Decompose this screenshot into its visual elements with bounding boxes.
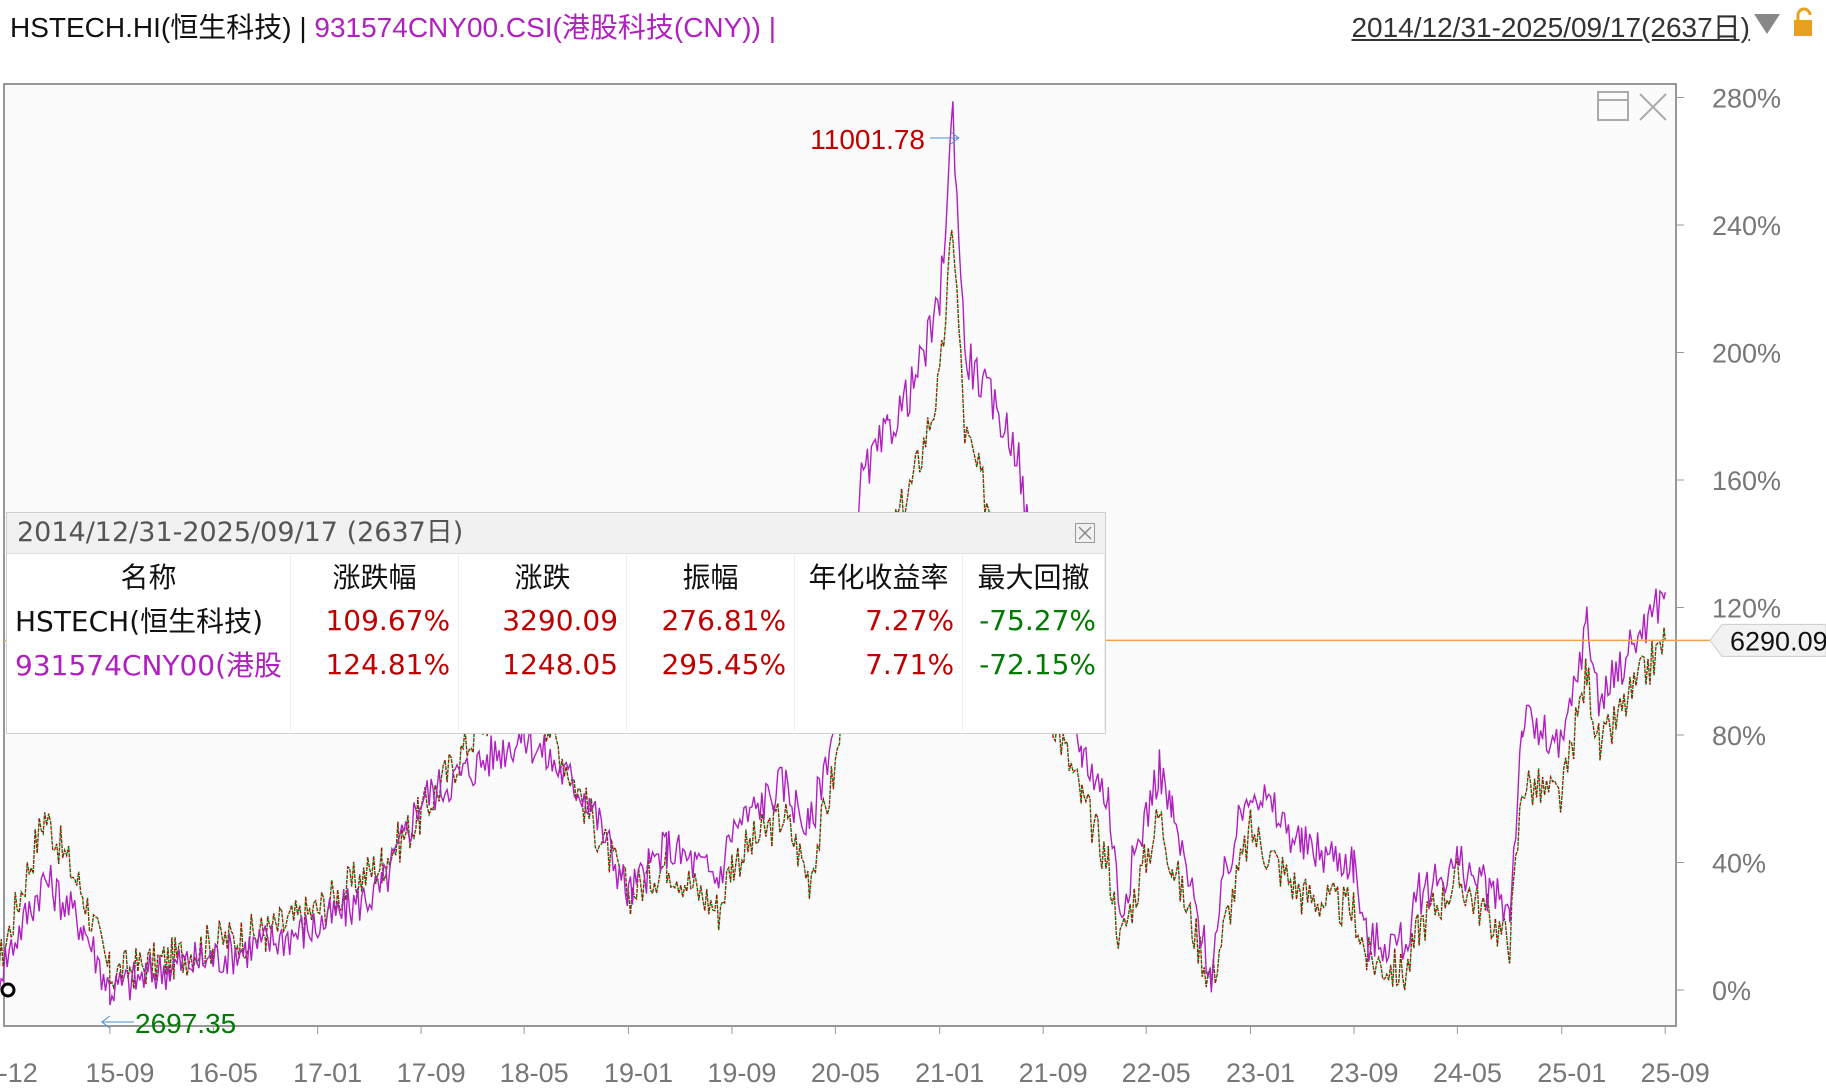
- x-tick-label: 15-09: [85, 1058, 154, 1088]
- y-tick-label: 240%: [1712, 211, 1781, 241]
- date-range-selector[interactable]: 2014/12/31-2025/09/17(2637日): [1351, 6, 1750, 46]
- x-tick-label: 21-09: [1019, 1058, 1088, 1088]
- x-tick-label: 16-05: [189, 1058, 258, 1088]
- min-arrow-head: [101, 1015, 111, 1029]
- chart-header: HSTECH.HI(恒生科技) | 931574CNY00.CSI(港股科技(C…: [10, 6, 776, 46]
- stats-close-icon[interactable]: [1075, 523, 1095, 543]
- x-tick-label: 14-12: [0, 1058, 38, 1088]
- col-header-amplitude: 振幅: [626, 554, 796, 598]
- start-marker-icon[interactable]: [0, 982, 16, 998]
- stats-amplitude: 276.81%: [626, 598, 796, 642]
- x-tick-label: 19-09: [707, 1058, 776, 1088]
- x-tick-label: 23-01: [1226, 1058, 1295, 1088]
- series2-label[interactable]: 931574CNY00.CSI(港股科技(CNY)): [314, 12, 761, 43]
- stats-row[interactable]: 931574CNY00(港股 124.81% 1248.05 295.45% 7…: [7, 642, 1105, 686]
- stats-change: 1248.05: [458, 642, 628, 686]
- lock-icon[interactable]: [1794, 7, 1812, 36]
- stats-name: HSTECH(恒生科技): [7, 598, 292, 642]
- col-header-change-pct: 涨跌幅: [290, 554, 460, 598]
- x-tick-label: 21-01: [915, 1058, 984, 1088]
- x-tick-label: 17-01: [293, 1058, 362, 1088]
- stats-row[interactable]: HSTECH(恒生科技) 109.67% 3290.09 276.81% 7.2…: [7, 598, 1105, 642]
- x-tick-label: 24-05: [1433, 1058, 1502, 1088]
- current-value-label: 6290.09: [1730, 626, 1826, 656]
- col-header-annualized: 年化收益率: [794, 554, 964, 598]
- col-header-change: 涨跌: [458, 554, 628, 598]
- col-header-max-drawdown: 最大回撤: [962, 554, 1105, 598]
- stats-panel: 2014/12/31-2025/09/17 (2637日) 名称 涨跌幅 涨跌 …: [6, 512, 1106, 734]
- stats-change-pct: 124.81%: [290, 642, 460, 686]
- stats-change-pct: 109.67%: [290, 598, 460, 642]
- stats-header-row: 名称 涨跌幅 涨跌 振幅 年化收益率 最大回撤: [7, 554, 1105, 598]
- x-tick-label: 25-09: [1641, 1058, 1710, 1088]
- max-value-label: 11001.78: [810, 124, 925, 155]
- col-header-name: 名称: [7, 554, 292, 598]
- y-tick-label: 280%: [1712, 84, 1781, 114]
- header-separator: |: [291, 12, 315, 43]
- stats-max-drawdown: -72.15%: [962, 642, 1105, 686]
- stats-amplitude: 295.45%: [626, 642, 796, 686]
- series1-label[interactable]: HSTECH.HI(恒生科技): [10, 12, 292, 43]
- y-tick-label: 40%: [1712, 849, 1766, 879]
- y-tick-label: 200%: [1712, 339, 1781, 369]
- x-tick-label: 25-01: [1537, 1058, 1606, 1088]
- y-tick-label: 80%: [1712, 721, 1766, 751]
- x-tick-label: 18-05: [500, 1058, 569, 1088]
- maximize-icon[interactable]: [1597, 91, 1629, 121]
- x-tick-label: 23-09: [1329, 1058, 1398, 1088]
- stats-change: 3290.09: [458, 598, 628, 642]
- y-tick-label: 160%: [1712, 466, 1781, 496]
- x-tick-label: 19-01: [604, 1058, 673, 1088]
- stats-annualized: 7.71%: [794, 642, 964, 686]
- max-arrow-head: [950, 131, 960, 145]
- chevron-down-icon[interactable]: [1754, 14, 1780, 34]
- series-line: [0, 230, 1666, 991]
- stats-max-drawdown: -75.27%: [962, 598, 1105, 642]
- x-tick-label: 17-09: [397, 1058, 466, 1088]
- x-tick-label: 20-05: [811, 1058, 880, 1088]
- date-range-label: 2014/12/31-2025/09/17(2637日): [1351, 12, 1750, 43]
- y-tick-label: 0%: [1712, 976, 1751, 1006]
- annotation-layer: 6290.09 11001.78 2697.35: [4, 124, 1826, 1039]
- stats-panel-title: 2014/12/31-2025/09/17 (2637日): [7, 513, 1105, 554]
- close-icon[interactable]: [1639, 93, 1667, 121]
- stats-empty-row: [7, 686, 1105, 730]
- x-tick-label: 22-05: [1122, 1058, 1191, 1088]
- current-value-tag: [1709, 623, 1826, 657]
- grid-layer: 280% 240% 200% 160% 120% 80% 40% 0% 14-12 15-09 16…: [0, 84, 1781, 1089]
- y-tick-label: 120%: [1712, 594, 1781, 624]
- min-value-label: 2697.35: [135, 1008, 236, 1039]
- stats-name: 931574CNY00(港股: [7, 642, 292, 686]
- stats-table: 名称 涨跌幅 涨跌 振幅 年化收益率 最大回撤 HSTECH(恒生科技) 109…: [7, 554, 1105, 730]
- stats-annualized: 7.27%: [794, 598, 964, 642]
- header-separator-end: |: [760, 12, 777, 43]
